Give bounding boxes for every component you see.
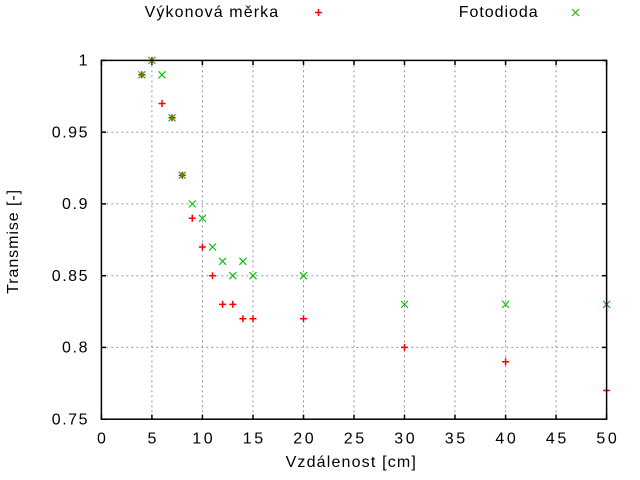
svg-text:0.75: 0.75 bbox=[52, 412, 88, 429]
svg-text:Vzdálenost [cm]: Vzdálenost [cm] bbox=[286, 454, 416, 471]
svg-text:Výkonová měrka: Výkonová měrka bbox=[145, 4, 279, 21]
svg-text:Transmise [-]: Transmise [-] bbox=[5, 190, 22, 294]
svg-text:5: 5 bbox=[147, 430, 156, 447]
svg-text:0.85: 0.85 bbox=[52, 268, 88, 285]
svg-text:1: 1 bbox=[79, 53, 88, 70]
svg-text:0.8: 0.8 bbox=[62, 340, 88, 357]
svg-text:Fotodioda: Fotodioda bbox=[459, 4, 538, 21]
svg-text:0: 0 bbox=[97, 430, 106, 447]
svg-text:0.9: 0.9 bbox=[62, 196, 88, 213]
svg-text:0.95: 0.95 bbox=[52, 125, 88, 142]
